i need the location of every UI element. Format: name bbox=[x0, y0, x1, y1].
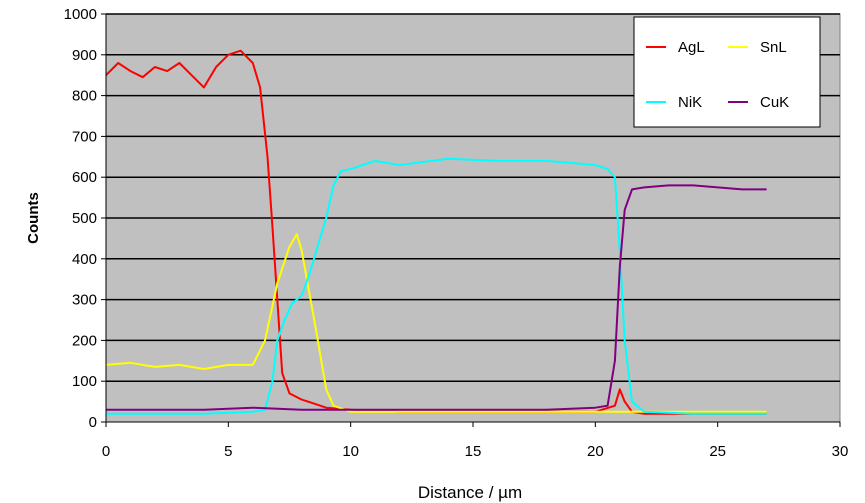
series-line-snl bbox=[105, 233, 767, 413]
x-tick-label: 20 bbox=[587, 443, 604, 460]
legend-label: CuK bbox=[760, 94, 789, 111]
x-axis-title: Distance / µm bbox=[418, 483, 522, 502]
legend-label: AgL bbox=[678, 39, 705, 56]
series-group bbox=[105, 49, 767, 415]
x-tick-label: 25 bbox=[709, 443, 726, 460]
x-tick-label: 30 bbox=[832, 443, 849, 460]
y-axis-title: Counts bbox=[25, 192, 42, 244]
y-tick-label: 1000 bbox=[64, 6, 97, 23]
x-tick-label: 10 bbox=[342, 443, 359, 460]
series-line-cuk bbox=[106, 184, 767, 411]
x-tick-label: 5 bbox=[224, 443, 232, 460]
y-tick-label: 200 bbox=[72, 332, 97, 349]
y-tick-label: 700 bbox=[72, 128, 97, 145]
y-tick-label: 400 bbox=[72, 251, 97, 268]
y-tick-label: 900 bbox=[72, 47, 97, 64]
y-tick-label: 100 bbox=[72, 373, 97, 390]
x-tick-labels: 0 5 10 15 20 25 30 bbox=[102, 422, 849, 460]
y-tick-labels: 0 100 200 300 400 500 600 700 800 900 1000 bbox=[64, 6, 106, 431]
legend: AgL SnL NiK CuK bbox=[633, 16, 821, 128]
legend-box bbox=[633, 16, 821, 128]
y-tick-label: 300 bbox=[72, 292, 97, 309]
x-tick-label: 0 bbox=[102, 443, 110, 460]
y-tick-label: 600 bbox=[72, 169, 97, 186]
legend-label: NiK bbox=[678, 94, 702, 111]
y-tick-label: 800 bbox=[72, 88, 97, 105]
x-tick-label: 15 bbox=[465, 443, 482, 460]
y-tick-label: 500 bbox=[72, 210, 97, 227]
legend-label: SnL bbox=[760, 39, 787, 56]
y-tick-label: 0 bbox=[89, 414, 97, 431]
